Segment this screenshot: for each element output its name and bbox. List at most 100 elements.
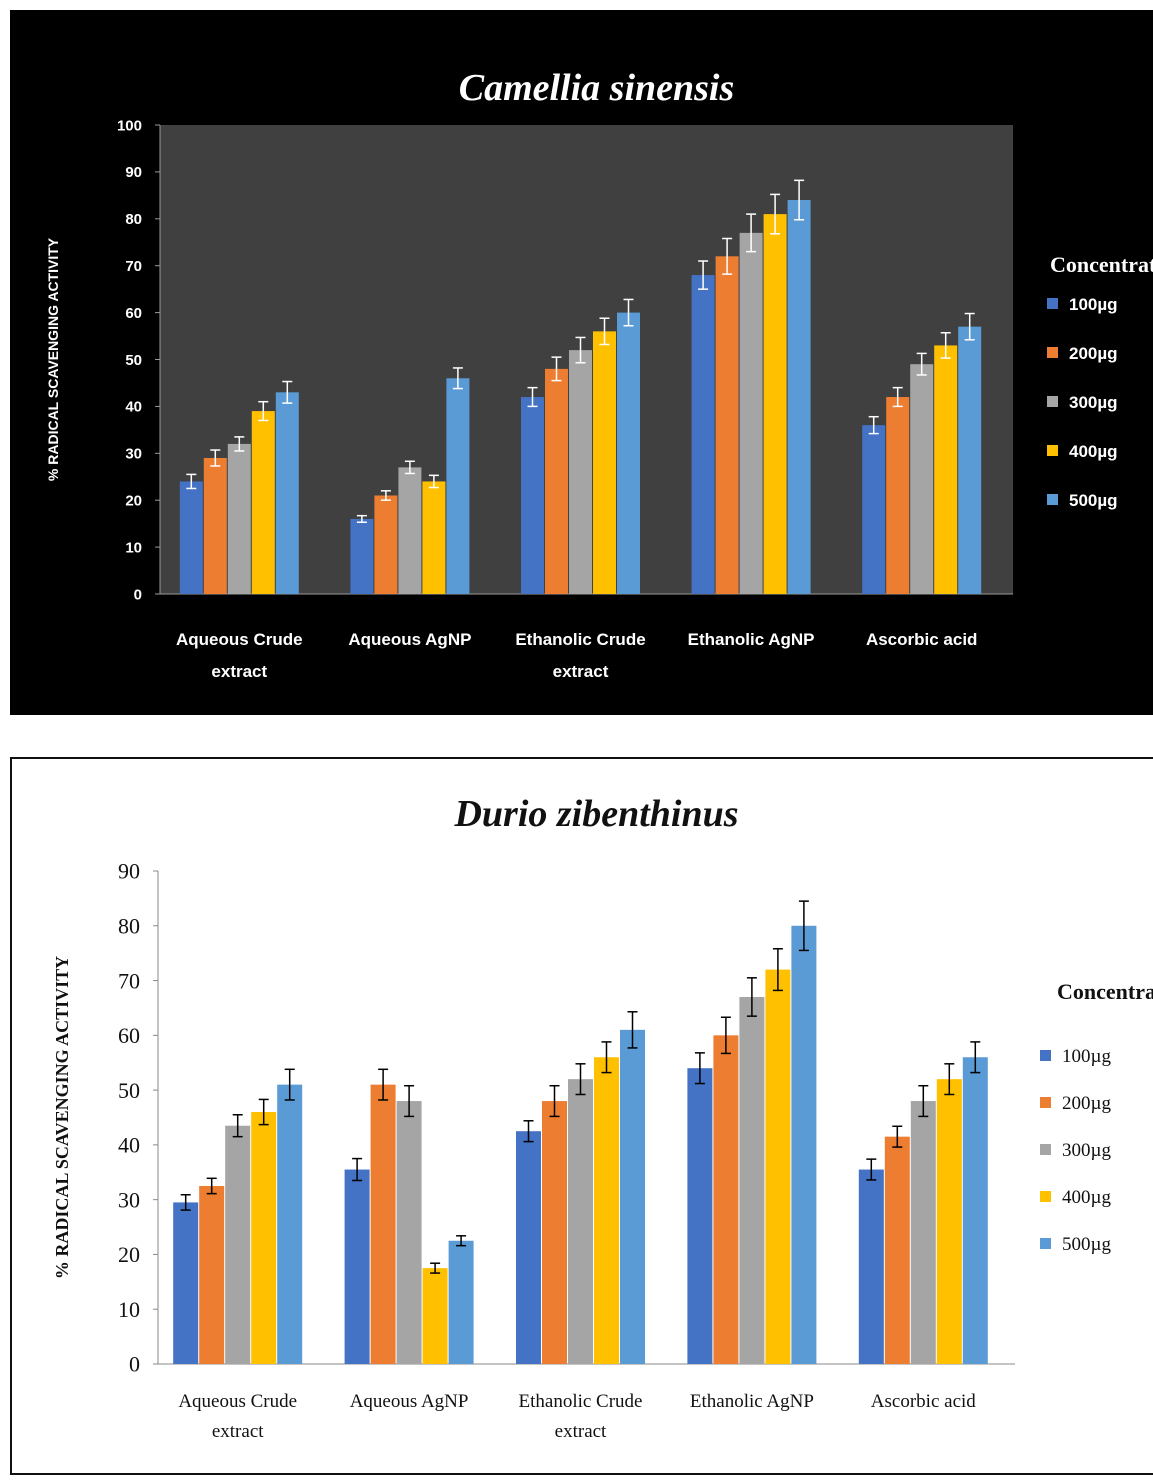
legend-label: 300µg	[1069, 393, 1118, 412]
legend-swatch	[1040, 1191, 1051, 1202]
bar	[594, 1057, 619, 1364]
legend-swatch	[1047, 494, 1058, 505]
legend-label: 500µg	[1062, 1234, 1111, 1255]
bar	[374, 495, 398, 594]
chart-durio-svg: Durio zibenthinus 0 10 20 30 40 50 60 70 80 90 % RA…	[52, 793, 1153, 1442]
bar	[448, 1240, 474, 1364]
legend-swatch	[1040, 1050, 1051, 1061]
y-tick-label: 90	[125, 164, 142, 181]
chart-camellia-svg: Camellia sinensis 0 10 20 30 40 50 60 70 80 90 100%…	[45, 67, 1153, 681]
bar	[791, 925, 817, 1364]
y-tick-label: 80	[125, 211, 142, 228]
y-tick-label: 80	[118, 913, 140, 938]
y-tick-label: 40	[125, 399, 142, 416]
category-label: Ethanolic AgNP	[690, 1391, 814, 1412]
y-tick-label: 100	[117, 117, 142, 134]
y-tick-label: 70	[125, 258, 142, 275]
category-label: Aqueous AgNP	[348, 630, 471, 649]
legend-title: Concentrations	[1050, 252, 1153, 277]
bar	[569, 350, 592, 594]
y-tick-label: 0	[129, 1352, 140, 1377]
legend-swatch	[1047, 396, 1058, 407]
bar	[203, 457, 227, 594]
legend-swatch	[1047, 347, 1058, 358]
category-label: extract	[212, 1421, 264, 1442]
y-tick-label: 10	[125, 539, 142, 556]
bar	[765, 969, 791, 1364]
bar	[277, 1084, 303, 1364]
category-label: Ethanolic Crude	[515, 630, 645, 649]
legend-swatch	[1040, 1097, 1051, 1108]
bar	[691, 275, 715, 594]
legend-label: 100µg	[1062, 1046, 1111, 1067]
chart-durio-zibenthinus: Durio zibenthinus 0 10 20 30 40 50 60 70 80 90 % RA…	[10, 757, 1153, 1475]
chart-camellia-sinensis: Camellia sinensis 0 10 20 30 40 50 60 70 80 90 100%…	[10, 10, 1153, 715]
bar	[396, 1101, 422, 1364]
bar	[199, 1185, 225, 1364]
category-label: extract	[555, 1421, 607, 1442]
bar	[275, 392, 299, 594]
y-tick-label: 20	[118, 1242, 140, 1267]
bar	[227, 443, 251, 594]
bar	[521, 397, 544, 594]
category-label: Ascorbic acid	[866, 630, 978, 649]
bar	[934, 345, 958, 594]
bar	[516, 1131, 541, 1364]
category-label: Ethanolic AgNP	[688, 630, 815, 649]
bar	[446, 378, 470, 594]
legend-swatch	[1047, 298, 1058, 309]
y-tick-label: 60	[118, 1023, 140, 1048]
category-label: extract	[211, 662, 267, 681]
bar	[739, 232, 763, 594]
y-tick-label: 90	[118, 859, 140, 884]
bar	[858, 1169, 884, 1364]
legend-swatch	[1040, 1238, 1051, 1249]
legend-label: 300µg	[1062, 1140, 1111, 1161]
y-tick-label: 20	[125, 492, 142, 509]
legend-swatch	[1040, 1144, 1051, 1155]
bar	[958, 326, 982, 594]
y-axis-label: % RADICAL SCAVENGING ACTIVITY	[52, 956, 72, 1279]
bar	[620, 1029, 645, 1364]
bar	[398, 467, 422, 594]
bar	[344, 1169, 370, 1364]
legend-title: Concentrations	[1057, 979, 1153, 1004]
bar	[617, 312, 640, 594]
bar	[713, 1035, 739, 1364]
category-label: extract	[553, 662, 609, 681]
y-tick-label: 30	[118, 1187, 140, 1212]
legend-label: 200µg	[1062, 1093, 1111, 1114]
category-label: Ascorbic acid	[871, 1391, 976, 1412]
y-axis-label: % RADICAL SCAVENGING ACTIVITY	[45, 237, 61, 481]
bar	[370, 1084, 396, 1364]
y-tick-label: 50	[118, 1078, 140, 1103]
bar	[593, 331, 616, 594]
bar	[687, 1068, 713, 1364]
chart-title: Durio zibenthinus	[453, 793, 738, 835]
bar	[422, 481, 446, 594]
y-tick-label: 50	[125, 352, 142, 369]
bar	[251, 411, 275, 594]
y-tick-label: 70	[118, 968, 140, 993]
bar	[910, 1101, 936, 1364]
bar	[862, 425, 886, 594]
bar	[542, 1101, 567, 1364]
bar	[568, 1079, 593, 1364]
legend-label: 400µg	[1062, 1187, 1111, 1208]
bar	[884, 1136, 910, 1364]
legend-label: 500µg	[1069, 491, 1118, 510]
bar	[910, 364, 934, 594]
y-tick-label: 10	[118, 1297, 140, 1322]
bar	[886, 397, 910, 594]
category-label: Aqueous Crude	[176, 630, 303, 649]
y-tick-label: 60	[125, 305, 142, 322]
category-label: Aqueous AgNP	[350, 1391, 469, 1412]
legend-label: 100µg	[1069, 295, 1118, 314]
bar	[173, 1202, 199, 1364]
bar	[763, 214, 787, 595]
category-label: Ethanolic Crude	[519, 1391, 643, 1412]
bar	[545, 368, 568, 594]
bar	[715, 256, 739, 594]
legend-swatch	[1047, 445, 1058, 456]
bar	[422, 1268, 448, 1364]
